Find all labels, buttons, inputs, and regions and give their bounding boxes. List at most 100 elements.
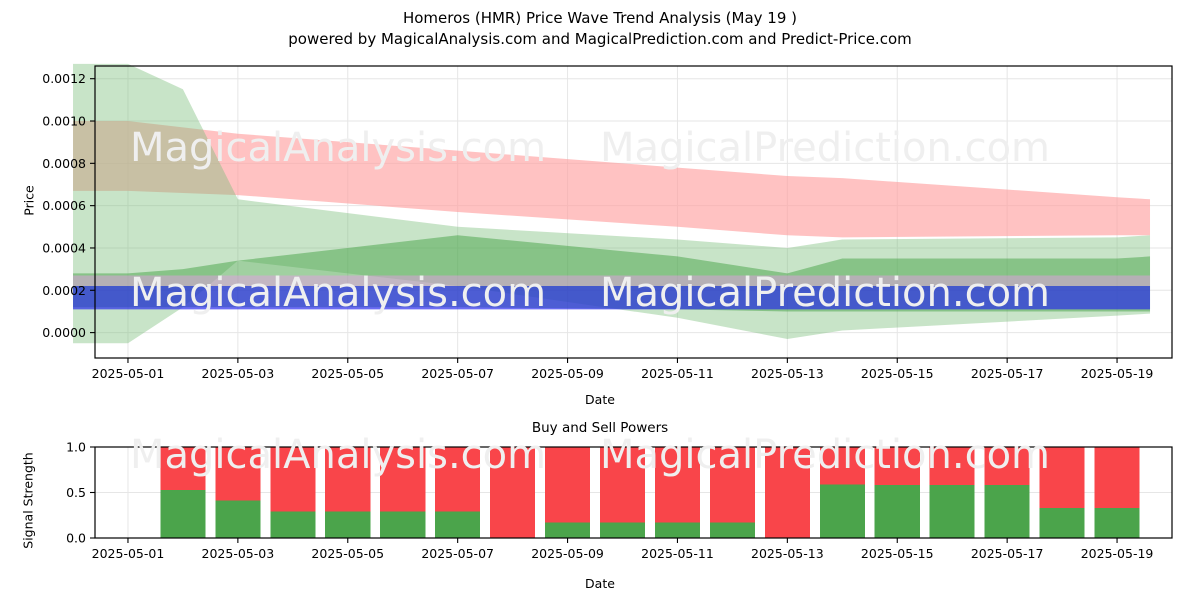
price-x-tick-label: 2025-05-05 [311,366,384,381]
sell-power-segment [545,447,591,523]
price-x-tick-label: 2025-05-17 [971,366,1044,381]
power-x-tick-label: 2025-05-03 [202,546,275,561]
buy-power-segment [545,522,591,538]
sell-power-segment [215,447,261,501]
power-x-axis-label: Date [585,576,615,591]
buy-sell-plot-surface: 0.0 0.5 1.0 2025-05-01 2025-05-03 2025-05-05 2… [66,440,1173,561]
buy-power-segment [1094,507,1140,538]
buy-power-segment [874,485,920,538]
buy-power-segment [435,511,481,538]
price-x-tick-label: 2025-05-03 [202,366,275,381]
sell-power-segment [1039,447,1085,508]
sell-power-segment [490,447,536,538]
price-x-tick-label: 2025-05-15 [861,366,934,381]
price-y-tick-label: 0.0000 [42,325,86,340]
sell-power-segment [435,447,481,512]
buy-power-segment [325,511,371,538]
buy-power-segment [654,522,700,538]
price-y-tick-label: 0.0002 [42,283,86,298]
sell-power-segment [764,447,810,538]
sell-power-segment [1094,447,1140,508]
price-band-violet-band [73,275,1151,287]
signal-strength-y-axis-label: Signal Strength [20,452,36,549]
buy-power-segment [599,522,646,538]
power-x-tick-label: 2025-05-05 [311,546,384,561]
buy-sell-powers-chart: MagicalAnalysis.com MagicalPrediction.co… [0,410,1200,600]
sell-power-segment [984,447,1030,486]
power-bar [160,447,206,538]
price-y-tick-label: 0.0008 [42,156,86,171]
power-bar [325,447,371,538]
power-bar [270,447,316,538]
power-x-tick-label: 2025-05-11 [641,546,714,561]
sell-power-segment [325,447,371,512]
price-x-tick-label: 2025-05-01 [92,366,165,381]
price-x-tick-label: 2025-05-07 [421,366,494,381]
power-bar [929,447,975,538]
power-x-tick-label: 2025-05-13 [751,546,824,561]
price-band-red-resistance-band [73,121,1151,238]
power-y-tick-label: 0.5 [66,485,86,500]
sell-power-segment [709,447,755,523]
sell-power-segment [654,447,700,523]
power-x-tick-label: 2025-05-17 [971,546,1044,561]
buy-power-segment [929,485,975,538]
price-x-tick-label: 2025-05-13 [751,366,824,381]
power-x-tick-label: 2025-05-07 [421,546,494,561]
sell-power-segment [929,447,975,486]
watermark-top-right: MagicalPrediction.com [600,125,1050,171]
price-y-axis-label: Price [21,185,37,216]
power-bar [709,447,755,538]
buy-power-segment [984,485,1030,538]
power-bar [1039,447,1085,538]
power-bar [764,447,810,538]
power-bar [984,447,1030,538]
power-x-tick-label: 2025-05-01 [92,546,165,561]
price-x-tick-label: 2025-05-11 [641,366,714,381]
power-bar [874,447,920,538]
page-subtitle: powered by MagicalAnalysis.com and Magic… [288,30,912,48]
watermark-bottom-right: MagicalPrediction.com [600,432,1050,478]
sell-power-segment [599,447,646,523]
chart-header: Homeros (HMR) Price Wave Trend Analysis … [0,8,1200,50]
power-bar [1094,447,1140,538]
price-band-blue-support-band [73,286,1151,310]
price-x-axis-label: Date [585,392,615,407]
price-axis-frame [94,65,1173,359]
power-bar [435,447,481,538]
price-x-tick-label: 2025-05-09 [531,366,604,381]
power-bar [380,447,426,538]
price-wave-chart: MagicalAnalysis.com MagicalPrediction.co… [21,63,1173,407]
price-y-tick-label: 0.0012 [42,71,86,86]
sell-power-segment [819,447,865,485]
power-x-tick-label: 2025-05-15 [861,546,934,561]
power-x-tick-label: 2025-05-09 [531,546,604,561]
buy-sell-panel-title: Buy and Sell Powers [531,420,669,436]
buy-power-segment [215,500,261,538]
sell-power-segment [270,447,316,512]
buy-power-segment [270,511,316,538]
power-bar [819,447,865,538]
watermark-top-left: MagicalAnalysis.com [130,125,547,171]
price-y-tick-label: 0.0010 [42,114,86,129]
price-y-tick-label: 0.0006 [42,198,86,213]
sell-power-segment [874,447,920,486]
buy-power-segment [160,489,206,538]
buy-power-segment [709,522,755,538]
watermark-mid-right: MagicalPrediction.com [600,270,1050,316]
buy-power-segment [1039,507,1085,538]
page-title: Homeros (HMR) Price Wave Trend Analysis … [402,9,798,27]
power-y-tick-label: 1.0 [66,440,86,455]
price-plot-surface: 0.0000 0.0002 0.0004 0.0006 0.0008 0.0010 0.00… [42,63,1173,381]
power-bar [599,447,646,538]
power-y-tick-label: 0.0 [66,531,86,546]
sell-power-segment [380,447,426,512]
power-bar [490,447,536,538]
power-bar [215,447,261,538]
buy-power-segment [380,511,426,538]
power-bar [654,447,700,538]
buy-power-segment [819,484,865,538]
watermark-mid-left: MagicalAnalysis.com [130,270,547,316]
power-bar [545,447,591,538]
power-x-tick-label: 2025-05-19 [1081,546,1154,561]
